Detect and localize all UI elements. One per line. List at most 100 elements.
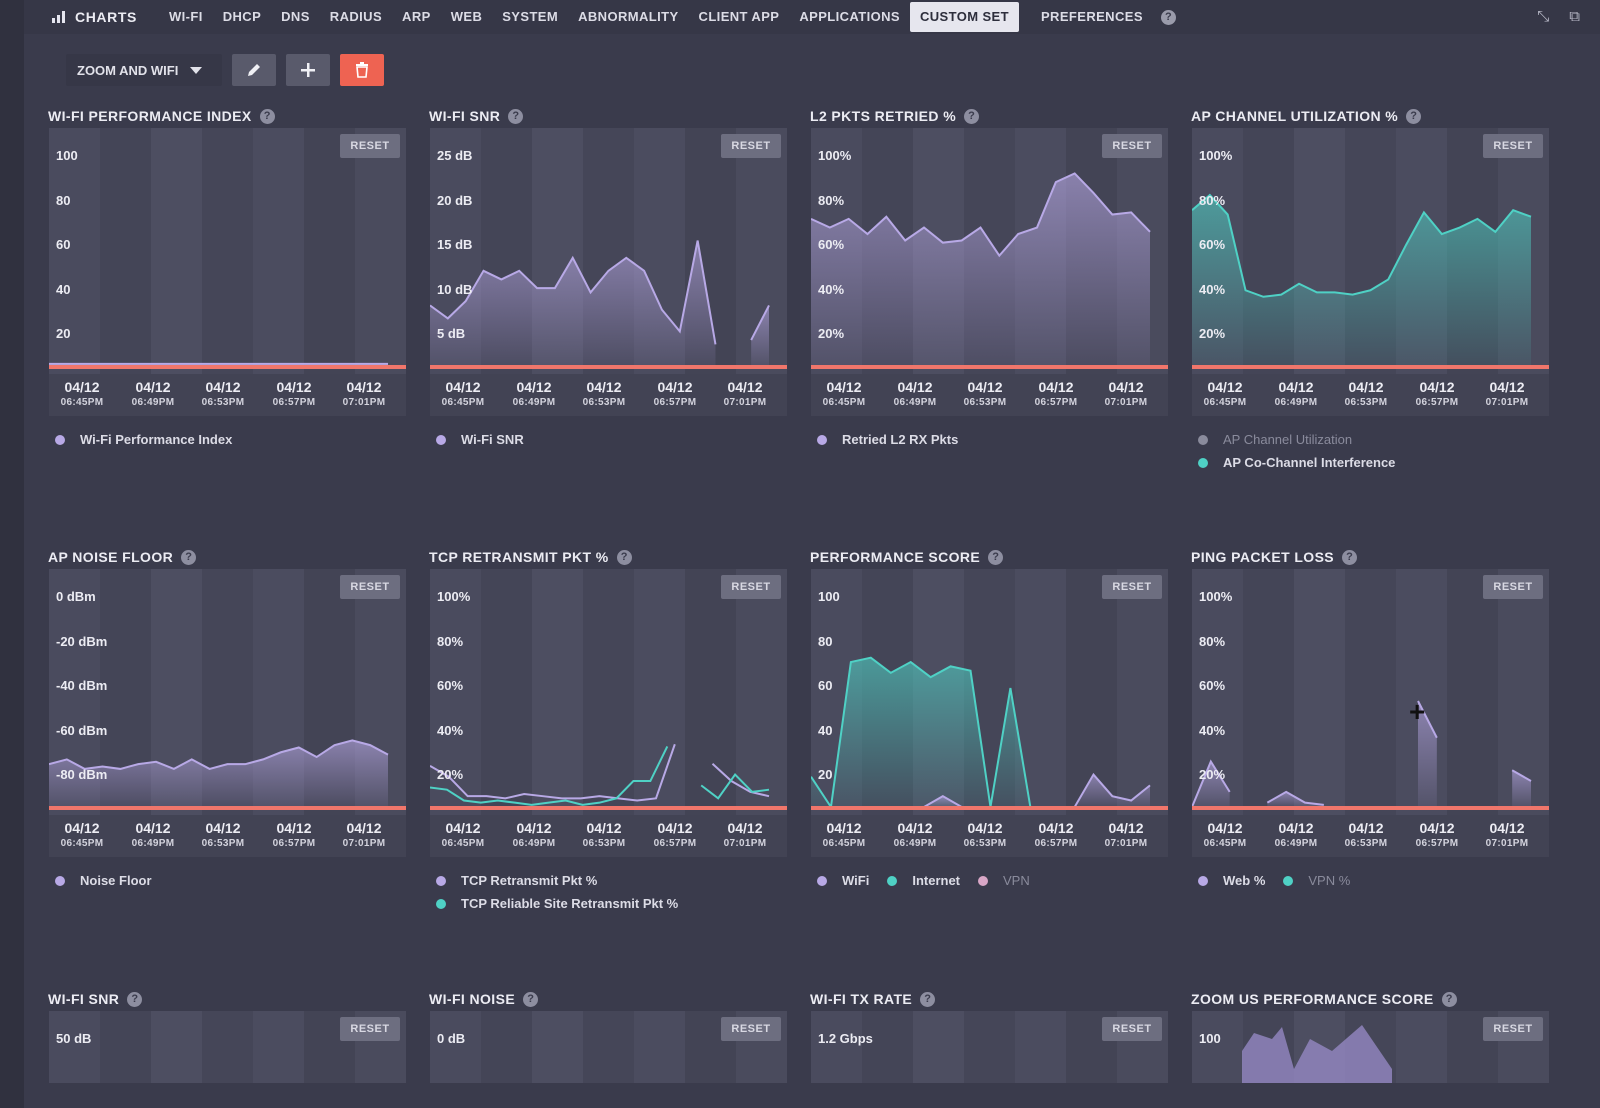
grid-band — [49, 128, 101, 416]
legend: Noise Floor — [55, 869, 152, 892]
external-link-icon[interactable]: ⧉ — [1569, 8, 1580, 25]
chart-plot[interactable]: RESET 25 dB 20 dB 15 dB 10 dB 5 dB 04/12 06:45P… — [430, 128, 787, 416]
tab-applications[interactable]: APPLICATIONS — [799, 9, 900, 24]
tab-preferences[interactable]: PREFERENCES — [1040, 9, 1143, 24]
tab-abnormality[interactable]: ABNORMALITY — [578, 9, 679, 24]
x-tick-time: 06:57PM — [1034, 397, 1078, 408]
tab-web[interactable]: WEB — [450, 9, 483, 24]
legend-item[interactable]: WiFi — [817, 869, 869, 892]
tab-dns[interactable]: DNS — [281, 9, 310, 24]
legend-item[interactable]: TCP Reliable Site Retransmit Pkt % — [436, 892, 678, 915]
minimize-icon[interactable]: ⤡ — [1537, 8, 1550, 25]
reset-button[interactable]: RESET — [1102, 575, 1162, 599]
help-icon[interactable]: ? — [1342, 549, 1358, 565]
delete-button[interactable] — [340, 54, 384, 86]
legend-label: AP Co-Channel Interference — [1223, 455, 1396, 470]
reset-button[interactable]: RESET — [721, 1017, 781, 1041]
help-icon[interactable]: ? — [1441, 991, 1457, 1007]
help-icon[interactable]: ? — [1406, 108, 1422, 124]
help-icon[interactable]: ? — [964, 108, 980, 124]
legend-item[interactable]: Retried L2 RX Pkts — [817, 428, 958, 451]
x-tick-time: 06:45PM — [60, 397, 104, 408]
custom-set-dropdown[interactable]: ZOOM AND WIFI — [66, 54, 222, 86]
chart-plot[interactable]: RESET 100% 80% 60% 40% 20% 04/12 06:45PM 04/12 06… — [1192, 569, 1549, 857]
legend-item[interactable]: AP Channel Utilization — [1198, 428, 1395, 451]
tab-client-app[interactable]: CLIENT APP — [698, 9, 780, 24]
legend-item[interactable]: Noise Floor — [55, 869, 152, 892]
y-tick-label: 15 dB — [437, 237, 473, 252]
chart-plot[interactable]: RESET 100% 80% 60% 40% 20% 04/12 06:45PM 04/12 06… — [811, 128, 1168, 416]
legend-item[interactable]: Wi-Fi Performance Index — [55, 428, 232, 451]
reset-button[interactable]: RESET — [721, 575, 781, 599]
x-axis: 04/12 06:45PM 04/12 06:49PM 04/12 06:53PM 04/1… — [49, 374, 406, 416]
brand-label: CHARTS — [75, 9, 137, 25]
legend-item[interactable]: Internet — [887, 869, 960, 892]
help-icon[interactable]: ? — [523, 991, 539, 1007]
chart-plot[interactable]: RESET 0 dB — [430, 1011, 787, 1083]
legend-dot — [817, 875, 827, 886]
x-tick: 04/12 06:45PM — [47, 820, 117, 849]
reset-button[interactable]: RESET — [721, 134, 781, 158]
reset-button[interactable]: RESET — [1102, 134, 1162, 158]
tab-dhcp[interactable]: DHCP — [222, 9, 262, 24]
reset-button[interactable]: RESET — [340, 1017, 400, 1041]
tab-arp[interactable]: ARP — [402, 9, 431, 24]
reset-button[interactable]: RESET — [1483, 1017, 1543, 1041]
help-icon[interactable]: ? — [1160, 9, 1176, 25]
x-tick-date: 04/12 — [727, 379, 763, 395]
add-button[interactable] — [286, 54, 330, 86]
help-icon[interactable]: ? — [988, 549, 1004, 565]
legend-item[interactable]: TCP Retransmit Pkt % — [436, 869, 678, 892]
y-tick-label: 80 — [56, 193, 71, 208]
legend-item[interactable]: AP Co-Channel Interference — [1198, 451, 1395, 474]
chart-svg — [1192, 569, 1549, 857]
legend-label: VPN — [1003, 873, 1030, 888]
reset-button[interactable]: RESET — [1102, 1017, 1162, 1041]
grid-band — [202, 1011, 254, 1083]
chart-plot[interactable]: RESET 1.2 Gbps — [811, 1011, 1168, 1083]
chart-plot[interactable]: RESET 50 dB — [49, 1011, 406, 1083]
x-tick-date: 04/12 — [64, 379, 100, 395]
chart-plot[interactable]: RESET 100% 80% 60% 40% 20% 04/12 06:45PM 04/12 06… — [430, 569, 787, 857]
grid-band — [430, 128, 482, 416]
chart-plot[interactable]: RESET 100 — [1192, 1011, 1549, 1083]
x-tick: 04/12 07:01PM — [1472, 379, 1542, 408]
reset-button[interactable]: RESET — [340, 134, 400, 158]
legend-item[interactable]: Web % — [1198, 869, 1265, 892]
series-area — [1192, 761, 1230, 807]
help-icon[interactable]: ? — [259, 108, 275, 124]
tab-radius[interactable]: RADIUS — [329, 9, 383, 24]
help-icon[interactable]: ? — [127, 991, 143, 1007]
reset-button[interactable]: RESET — [340, 575, 400, 599]
chart-plot[interactable]: RESET 100 80 60 40 20 04/12 06:45PM 04/12 06:49PM… — [49, 128, 406, 416]
edit-button[interactable] — [232, 54, 276, 86]
help-icon[interactable]: ? — [181, 549, 197, 565]
help-icon[interactable]: ? — [920, 991, 936, 1007]
chart-plot[interactable]: RESET 100% 80% 60% 40% 20% 04/12 06:45PM 04/12 06… — [1192, 128, 1549, 416]
legend-item[interactable]: Wi-Fi SNR — [436, 428, 524, 451]
y-tick-label: 60% — [1199, 678, 1226, 693]
brand[interactable]: CHARTS — [52, 9, 137, 25]
x-tick-date: 04/12 — [1348, 379, 1384, 395]
x-tick: 04/12 06:53PM — [1331, 379, 1401, 408]
pencil-icon — [248, 64, 260, 76]
legend-item[interactable]: VPN % — [1283, 869, 1350, 892]
reset-button[interactable]: RESET — [1483, 575, 1543, 599]
grid-band — [811, 1011, 863, 1083]
reset-button[interactable]: RESET — [1483, 134, 1543, 158]
x-tick-date: 04/12 — [205, 379, 241, 395]
tab-custom-set[interactable]: CUSTOM SET — [909, 2, 1019, 32]
grid-band — [253, 569, 305, 857]
tab-system[interactable]: SYSTEM — [502, 9, 559, 24]
legend-item[interactable]: VPN — [978, 869, 1030, 892]
help-icon[interactable]: ? — [508, 108, 524, 124]
x-tick: 04/12 06:53PM — [950, 820, 1020, 849]
zoom-us-performance-score-panel-11: ZOOM US PERFORMANCE SCORE? RESET 100 — [1191, 989, 1549, 1083]
chart-plot[interactable]: RESET 0 dBm -20 dBm -40 dBm -60 dBm -80 dBm 04… — [49, 569, 406, 857]
y-tick-label: 20% — [437, 767, 464, 782]
help-icon[interactable]: ? — [616, 549, 632, 565]
x-tick-time: 07:01PM — [723, 838, 767, 849]
tab-wifi[interactable]: WI-FI — [168, 9, 203, 24]
legend-dot — [55, 875, 65, 886]
chart-plot[interactable]: RESET 100 80 60 40 20 04/12 06:45PM 04/12 06:49PM… — [811, 569, 1168, 857]
